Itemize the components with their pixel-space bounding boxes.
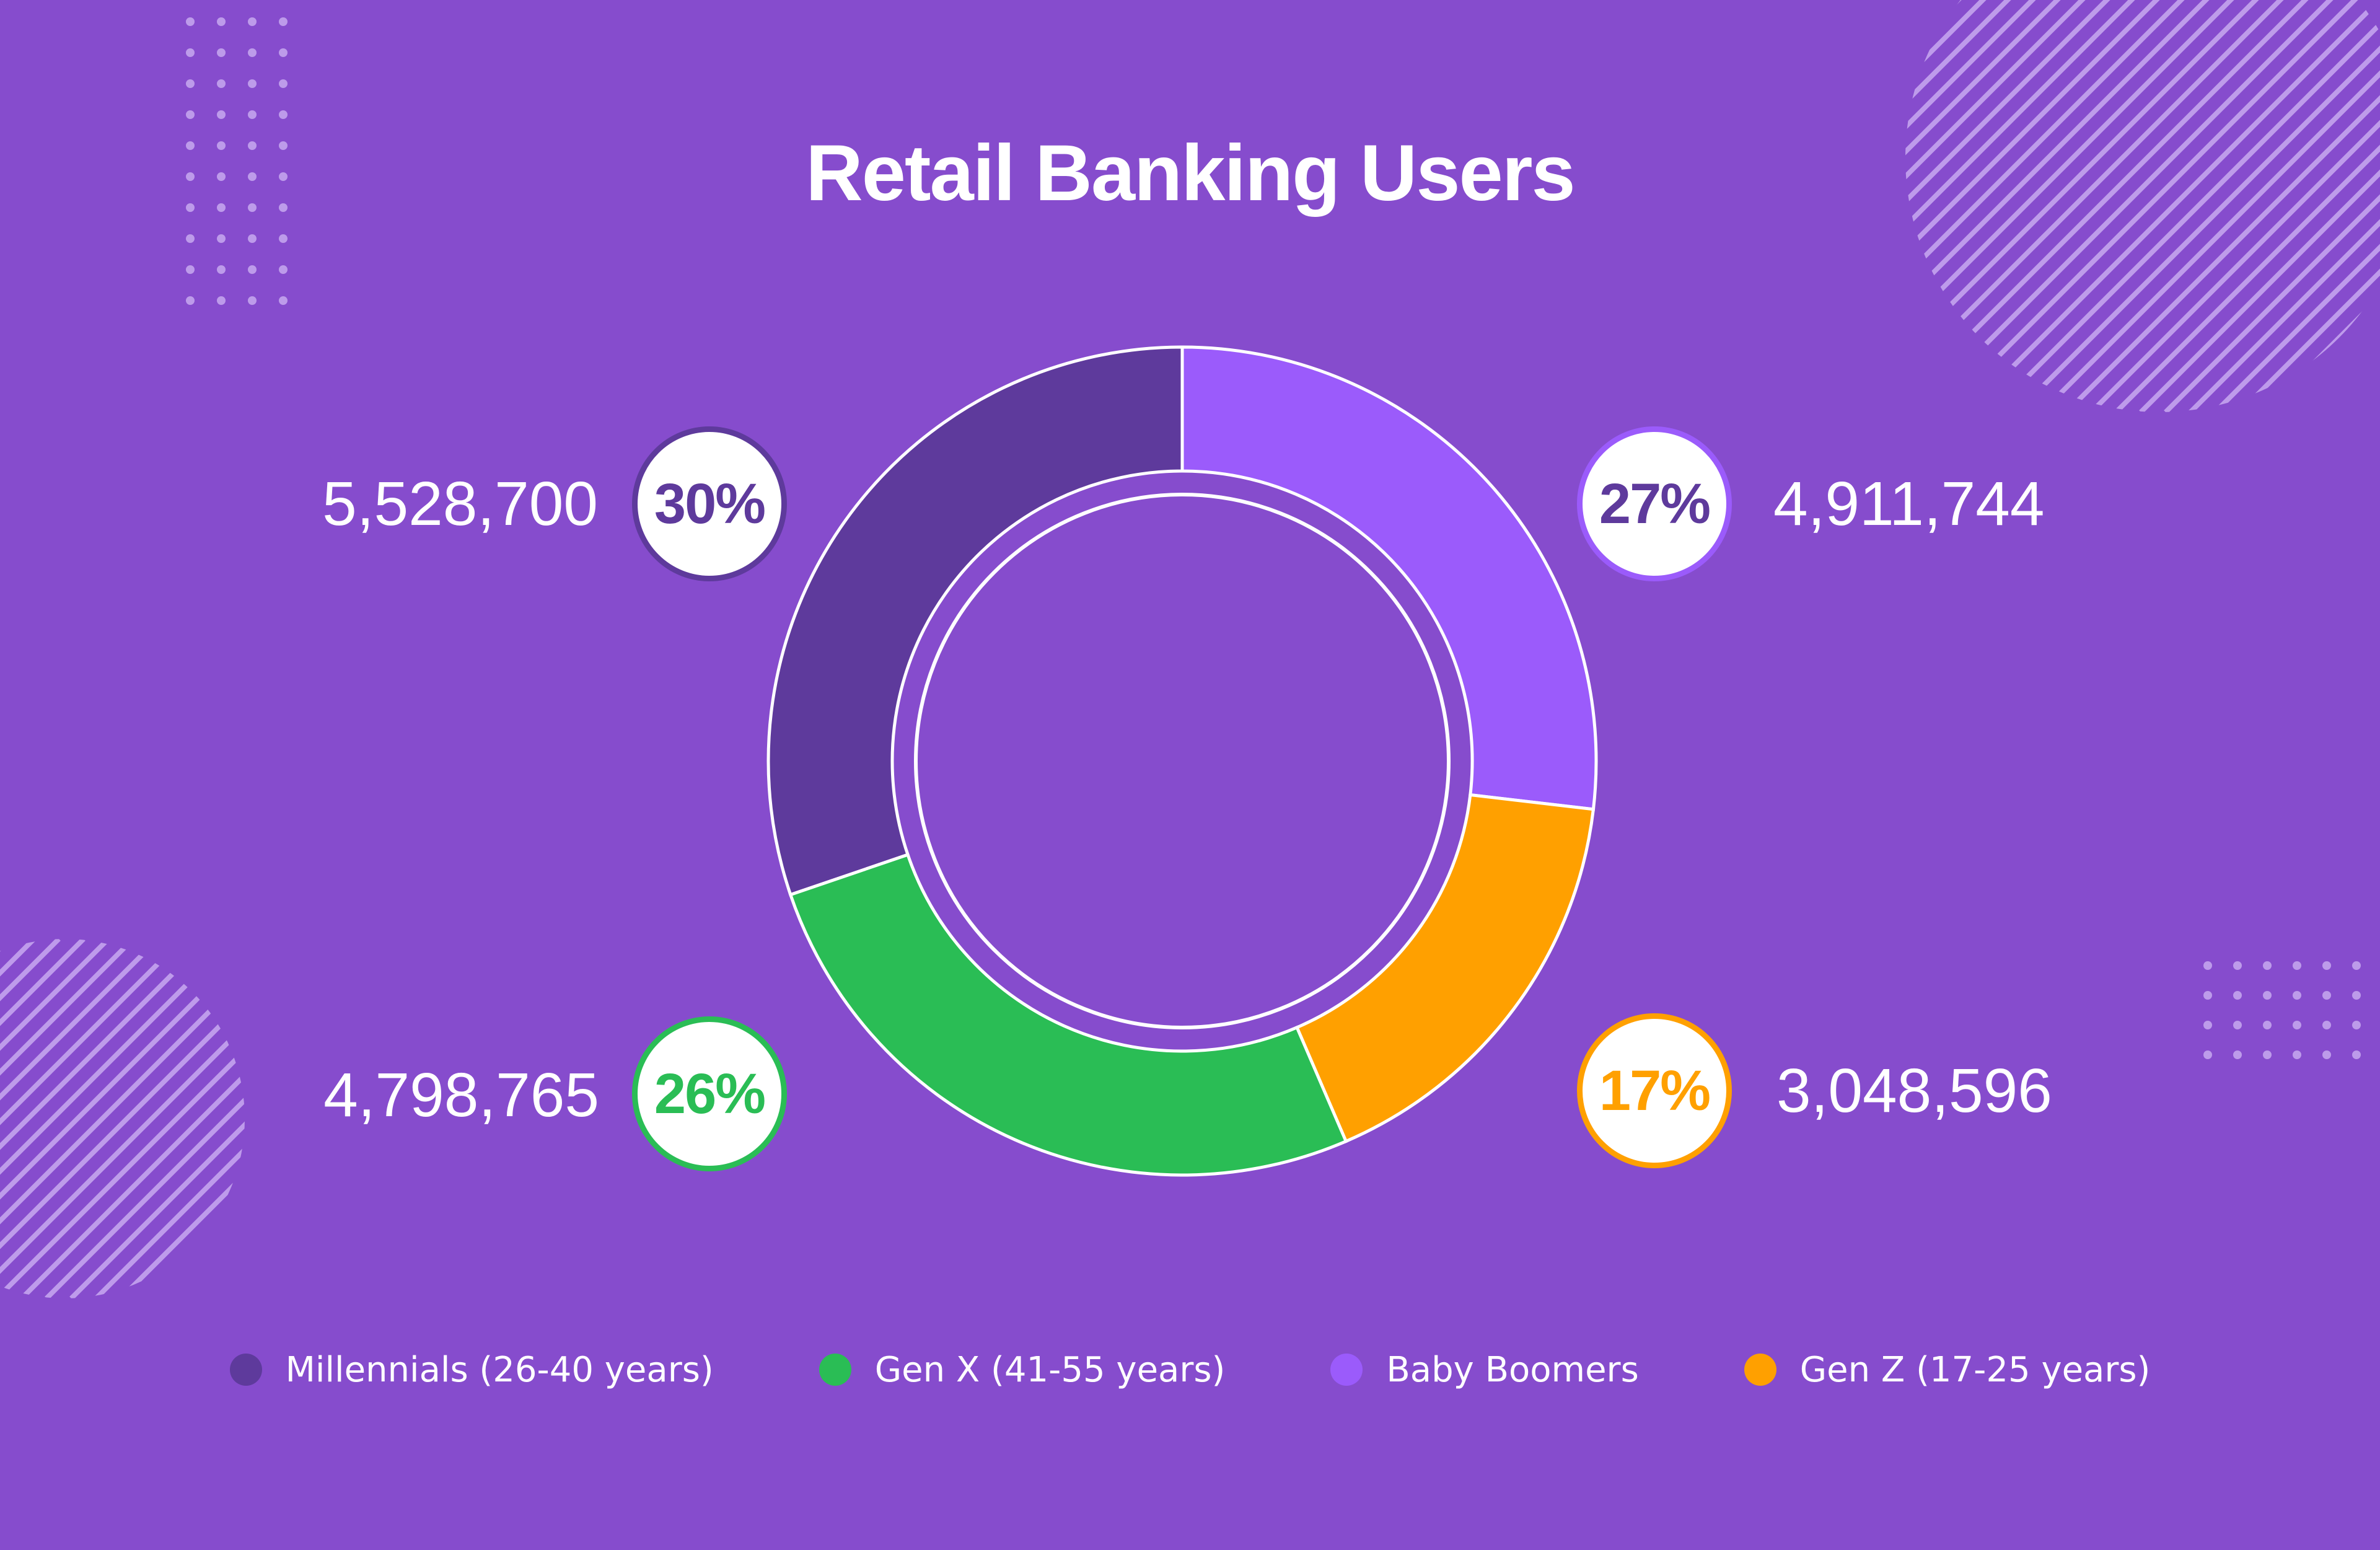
legend-label-baby-boomers: Baby Boomers xyxy=(1386,1350,1638,1390)
legend-label-gen-z: Gen Z (17-25 years) xyxy=(1800,1350,2151,1390)
legend-label-millennials: Millennials (26-40 years) xyxy=(286,1350,714,1390)
percent-badge-gen-z: 17% xyxy=(1577,1013,1732,1168)
legend-item-baby-boomers: Baby Boomers xyxy=(1330,1350,1638,1390)
legend-swatch-baby-boomers xyxy=(1330,1354,1363,1386)
legend-swatch-gen-x xyxy=(819,1354,851,1386)
value-label-millennials: 5,528,700 xyxy=(251,464,598,544)
value-label-gen-z: 3,048,596 xyxy=(1776,1050,2123,1131)
donut-slice-baby-boomers xyxy=(1182,347,1596,809)
legend-item-gen-x: Gen X (41-55 years) xyxy=(819,1350,1226,1390)
legend-label-gen-x: Gen X (41-55 years) xyxy=(875,1350,1226,1390)
legend-item-millennials: Millennials (26-40 years) xyxy=(230,1350,714,1390)
percent-badge-baby-boomers: 27% xyxy=(1577,426,1732,581)
percent-badge-gen-x: 26% xyxy=(632,1016,787,1171)
legend: Millennials (26-40 years) Gen X (41-55 y… xyxy=(0,1332,2380,1407)
inner-ring xyxy=(916,495,1449,1028)
legend-item-gen-z: Gen Z (17-25 years) xyxy=(1744,1350,2151,1390)
donut-slice-millennials xyxy=(768,347,1182,895)
legend-swatch-millennials xyxy=(230,1354,262,1386)
donut-slice-gen-z xyxy=(1297,795,1593,1142)
value-label-gen-x: 4,798,765 xyxy=(252,1055,599,1135)
percent-badge-millennials: 30% xyxy=(632,426,787,581)
legend-swatch-gen-z xyxy=(1744,1354,1776,1386)
value-label-baby-boomers: 4,911,744 xyxy=(1773,464,2120,544)
